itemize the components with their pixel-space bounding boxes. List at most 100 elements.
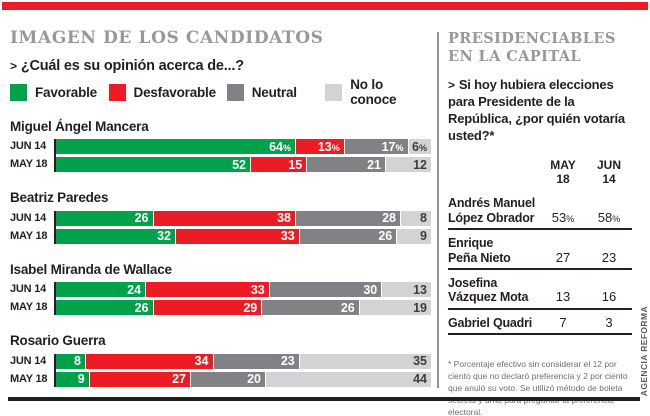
vote-table-header: MAY 18 JUN 14 bbox=[448, 157, 632, 187]
stacked-bar: 26 29 26 19 bbox=[56, 300, 431, 316]
bar-row-label: JUN 14 bbox=[10, 283, 47, 296]
legend-label: Favorable bbox=[35, 84, 97, 100]
bar-segment-favorable: 9 bbox=[56, 371, 90, 387]
bar-value-label: 30 bbox=[363, 282, 378, 297]
bar-segment-neutral: 23 bbox=[213, 353, 300, 369]
bar-value-label: 21 bbox=[367, 157, 381, 172]
legend: Favorable Desfavorable Neutral No lo conoce bbox=[10, 77, 431, 107]
bar-segment-neutral: 28 bbox=[296, 210, 401, 226]
right-panel-title: PRESIDENCIABLES EN LA CAPITAL bbox=[448, 30, 632, 66]
candidate-image-panel: IMAGEN DE LOS CANDIDATOS > ¿Cuál es su op… bbox=[10, 30, 431, 406]
bar-segment-desfavorable: 13% bbox=[296, 139, 345, 155]
table-name-cell: Enrique Peña Nieto bbox=[448, 236, 540, 265]
col-jun-line1: JUN bbox=[596, 157, 621, 172]
candidate-group: Miguel Ángel Mancera JUN 14 MAY 18 64% 13% 17… bbox=[10, 120, 431, 173]
presidential-poll-panel: PRESIDENCIABLES EN LA CAPITAL > Si hoy hu… bbox=[448, 30, 632, 416]
bar-segment-no-lo-conoce: 13 bbox=[382, 282, 431, 298]
table-value-cell: 16 bbox=[601, 289, 617, 305]
table-name-cell: Josefina Vázquez Mota bbox=[448, 276, 540, 305]
bar-value-label: 34 bbox=[194, 354, 209, 369]
column-header-may18: MAY 18 bbox=[540, 158, 586, 187]
bar-segment-desfavorable: 33 bbox=[176, 228, 300, 244]
bar-value-label: 9 bbox=[420, 229, 427, 244]
bar-segment-no-lo-conoce: 35 bbox=[299, 353, 431, 369]
bar-value-label: 26 bbox=[340, 300, 355, 315]
bar-segment-favorable: 52 bbox=[56, 157, 251, 173]
candidate-name: Beatriz Paredes bbox=[10, 190, 109, 206]
bar-value-label: 19 bbox=[413, 300, 427, 315]
bar-segment-desfavorable: 29 bbox=[153, 300, 263, 316]
bar-row-label: MAY 18 bbox=[10, 301, 48, 314]
bar-segment-favorable: 64% bbox=[56, 139, 296, 155]
candidate-group-body: JUN 14 MAY 18 26 38 28 8 32 33 26 9 bbox=[10, 210, 431, 244]
agency-credit: AGENCIA REFORMA bbox=[639, 305, 649, 396]
bar-value-label: 20 bbox=[247, 372, 261, 387]
right-title-line2: EN LA CAPITAL bbox=[448, 48, 581, 66]
legend-item: Favorable bbox=[10, 83, 109, 101]
bar-segment-favorable: 26 bbox=[56, 210, 154, 226]
bar-value-label: 64% bbox=[269, 139, 291, 154]
bar-value-label: 44 bbox=[413, 372, 427, 387]
bar-value-label: 13% bbox=[317, 139, 340, 154]
table-row: Andrés Manuel López Obrador 53% 58% bbox=[448, 190, 632, 231]
bar-row-label: MAY 18 bbox=[10, 158, 48, 171]
bar-value-label: 26 bbox=[378, 229, 393, 244]
stacked-bar: 64% 13% 17% 6% bbox=[56, 139, 431, 155]
header-spacer bbox=[448, 159, 540, 187]
bar-segment-neutral: 30 bbox=[269, 282, 383, 298]
table-row: Gabriel Quadri 7 3 bbox=[448, 310, 632, 336]
bar-segment-favorable: 24 bbox=[56, 282, 146, 298]
left-panel-question-text: ¿Cuál es su opinión acerca de...? bbox=[20, 58, 244, 74]
bar-rows: 26 38 28 8 32 33 26 9 bbox=[54, 210, 431, 244]
bar-segment-desfavorable: 15 bbox=[251, 157, 308, 173]
bar-segment-no-lo-conoce: 12 bbox=[386, 157, 431, 173]
bar-value-label: 28 bbox=[382, 211, 396, 226]
legend-label: Desfavorable bbox=[133, 84, 217, 100]
bar-row-labels: JUN 14 MAY 18 bbox=[10, 211, 54, 244]
bar-value-label: 24 bbox=[127, 282, 141, 297]
right-title-line1: PRESIDENCIABLES bbox=[448, 30, 616, 47]
bar-segment-neutral: 21 bbox=[307, 157, 386, 173]
bar-segment-no-lo-conoce: 44 bbox=[266, 371, 431, 387]
col-may-line2: 18 bbox=[556, 171, 570, 186]
bar-value-label: 52 bbox=[232, 157, 246, 172]
bar-segment-no-lo-conoce: 6% bbox=[408, 139, 431, 155]
stacked-bar: 8 34 23 35 bbox=[56, 353, 431, 369]
table-row: Josefina Vázquez Mota 13 16 bbox=[448, 270, 632, 310]
bar-value-label: 17% bbox=[381, 139, 404, 154]
table-value-cell: 7 bbox=[559, 314, 567, 330]
candidate-group-body: JUN 14 MAY 18 8 34 23 35 9 27 20 44 bbox=[10, 353, 431, 387]
bar-segment-no-lo-conoce: 8 bbox=[401, 210, 431, 226]
right-panel-question-text: Si hoy hubiera elecciones para President… bbox=[448, 77, 625, 143]
bar-value-label: 23 bbox=[280, 354, 295, 369]
chart-groups: Miguel Ángel Mancera JUN 14 MAY 18 64% 13% 17… bbox=[10, 120, 431, 387]
bar-row-label: MAY 18 bbox=[10, 229, 48, 242]
left-panel-question: > ¿Cuál es su opinión acerca de...? bbox=[10, 58, 431, 75]
candidate-group: Rosario Guerra JUN 14 MAY 18 8 34 23 35 9 27 20 44 bbox=[10, 334, 431, 387]
bar-value-label: 13 bbox=[413, 282, 427, 297]
right-panel-question: > Si hoy hubiera elecciones para Presiden… bbox=[448, 77, 632, 145]
bar-rows: 64% 13% 17% 6% 52 15 21 12 bbox=[54, 139, 431, 173]
bar-segment-neutral: 20 bbox=[191, 371, 266, 387]
table-body: Andrés Manuel López Obrador 53% 58% Enrique P… bbox=[448, 190, 632, 336]
legend-label: Neutral bbox=[251, 84, 297, 100]
bar-segment-no-lo-conoce: 9 bbox=[397, 228, 431, 244]
col-jun-line2: 14 bbox=[602, 171, 616, 186]
bar-value-label: 27 bbox=[172, 372, 186, 387]
bar-value-label: 32 bbox=[157, 229, 171, 244]
vote-table: MAY 18 JUN 14 Andrés Manuel López Obrador… bbox=[448, 157, 632, 336]
bar-rows: 24 33 30 13 26 29 26 19 bbox=[54, 282, 431, 316]
candidate-name: Isabel Miranda de Wallace bbox=[10, 261, 172, 277]
legend-swatch bbox=[10, 83, 27, 101]
table-value-cell: 27 bbox=[555, 249, 571, 265]
table-value-cell: 58% bbox=[597, 209, 621, 225]
bar-value-label: 26 bbox=[134, 211, 149, 226]
bar-value-label: 8 bbox=[74, 354, 81, 369]
bar-row-labels: JUN 14 MAY 18 bbox=[10, 354, 54, 387]
bar-rows: 8 34 23 35 9 27 20 44 bbox=[54, 353, 431, 387]
top-red-rule bbox=[2, 2, 648, 10]
legend-swatch bbox=[325, 83, 343, 101]
bar-value-label: 29 bbox=[243, 300, 258, 315]
legend-swatch bbox=[226, 83, 244, 101]
